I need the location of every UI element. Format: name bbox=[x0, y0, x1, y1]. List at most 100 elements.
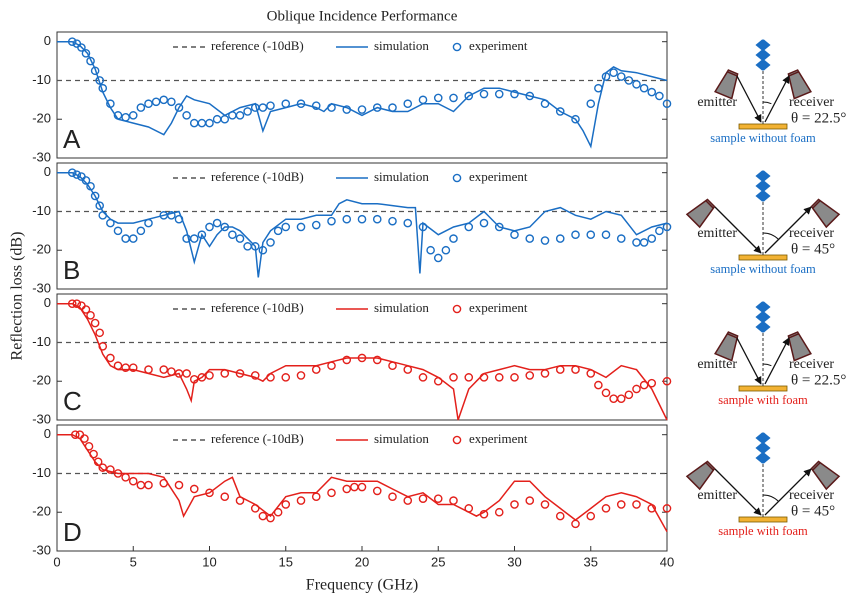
legend-label: reference (-10dB) bbox=[211, 169, 304, 184]
y-tick-label: -20 bbox=[32, 111, 51, 126]
data-point bbox=[220, 222, 230, 232]
data-point bbox=[121, 473, 130, 482]
y-tick-label: 0 bbox=[44, 295, 51, 310]
receiver-label: receiver bbox=[789, 488, 834, 503]
data-point bbox=[464, 504, 474, 513]
data-point bbox=[357, 214, 367, 224]
data-point bbox=[464, 222, 474, 232]
legend-label: experiment bbox=[469, 169, 528, 184]
incident-arrow bbox=[736, 75, 762, 123]
data-point bbox=[86, 311, 95, 320]
absorber bbox=[755, 301, 771, 333]
data-point bbox=[296, 371, 306, 380]
horn bbox=[810, 460, 841, 491]
plot-frame bbox=[56, 31, 668, 159]
panel-letter: B bbox=[63, 255, 80, 285]
horn bbox=[714, 331, 739, 362]
data-point bbox=[311, 101, 321, 110]
data-point bbox=[525, 234, 535, 243]
data-point bbox=[632, 384, 641, 394]
data-point bbox=[90, 66, 100, 76]
sample-label: sample without foam bbox=[710, 131, 816, 145]
data-point bbox=[555, 511, 565, 521]
data-point bbox=[647, 504, 657, 513]
angle-arc bbox=[762, 232, 779, 240]
data-point bbox=[449, 496, 458, 505]
data-point bbox=[296, 99, 306, 109]
data-point bbox=[388, 492, 397, 502]
data-point bbox=[479, 373, 489, 382]
data-point bbox=[106, 218, 115, 228]
data-point bbox=[624, 390, 634, 400]
data-point bbox=[84, 442, 94, 451]
data-point bbox=[273, 226, 283, 236]
x-axis-label: Frequency (GHz) bbox=[306, 577, 418, 594]
data-point bbox=[266, 513, 275, 523]
legend-marker bbox=[452, 42, 462, 52]
data-point bbox=[89, 449, 98, 459]
data-point bbox=[266, 238, 275, 247]
data-point bbox=[418, 222, 428, 232]
data-point bbox=[235, 234, 245, 243]
data-point bbox=[525, 91, 535, 101]
data-point bbox=[205, 222, 214, 232]
data-point bbox=[80, 434, 89, 443]
data-point bbox=[555, 234, 565, 243]
data-point bbox=[113, 226, 123, 236]
data-point bbox=[357, 353, 367, 363]
data-point bbox=[77, 43, 86, 52]
data-point bbox=[159, 478, 169, 488]
data-point bbox=[81, 176, 91, 185]
data-point bbox=[647, 234, 657, 243]
data-point bbox=[327, 361, 336, 371]
angle-arc bbox=[762, 494, 779, 502]
reflected-arrow bbox=[764, 206, 812, 254]
data-point bbox=[540, 236, 550, 245]
data-point bbox=[494, 373, 504, 382]
data-point bbox=[510, 500, 519, 509]
data-point bbox=[67, 299, 77, 308]
y-axis-label: Reflection loss (dB) bbox=[9, 232, 26, 361]
emitter-label: emitter bbox=[697, 95, 737, 110]
data-point bbox=[388, 103, 397, 112]
data-point bbox=[220, 492, 230, 502]
data-point bbox=[609, 68, 618, 78]
data-point bbox=[220, 114, 230, 124]
data-point bbox=[136, 226, 146, 236]
data-point bbox=[449, 234, 458, 243]
data-point bbox=[525, 371, 535, 380]
data-point bbox=[93, 457, 103, 467]
data-point bbox=[662, 222, 672, 232]
x-tick-label: 40 bbox=[660, 554, 674, 569]
reflected-arrow bbox=[764, 468, 812, 516]
data-point bbox=[418, 494, 428, 503]
data-point bbox=[594, 83, 603, 93]
data-point bbox=[601, 72, 611, 81]
y-tick-label: -10 bbox=[32, 72, 51, 87]
data-point bbox=[433, 376, 443, 386]
data-point bbox=[555, 365, 565, 374]
data-point bbox=[86, 181, 95, 191]
horn bbox=[787, 331, 812, 362]
y-tick-label: -30 bbox=[32, 149, 51, 164]
y-tick-label: -10 bbox=[32, 465, 51, 480]
data-point bbox=[266, 101, 275, 110]
data-point bbox=[250, 371, 260, 380]
horn bbox=[714, 69, 739, 100]
data-point bbox=[350, 482, 359, 492]
angle-label: θ = 22.5° bbox=[791, 110, 846, 126]
data-point bbox=[71, 430, 80, 439]
data-point bbox=[571, 114, 580, 124]
data-point bbox=[167, 367, 176, 376]
data-point bbox=[655, 226, 664, 236]
emitter-label: emitter bbox=[697, 488, 737, 503]
data-point bbox=[403, 365, 413, 374]
data-point bbox=[86, 56, 95, 66]
data-point bbox=[327, 216, 336, 226]
data-point bbox=[586, 511, 596, 521]
y-tick-label: -10 bbox=[32, 334, 51, 349]
line bbox=[57, 433, 668, 532]
y-tick-label: 0 bbox=[44, 164, 51, 179]
